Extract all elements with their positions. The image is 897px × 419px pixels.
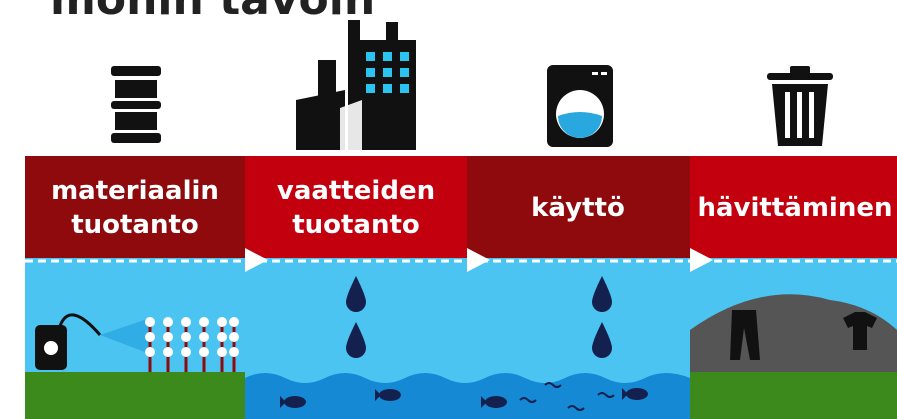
step-label: tuotanto [292,210,420,240]
ground [25,372,245,419]
step-label: tuotanto [71,210,199,240]
title: monin tavoin [50,0,375,25]
ground [690,372,897,419]
step-label: vaatteiden [277,176,435,206]
step-label: hävittäminen [698,193,893,223]
factory-icon [296,20,416,150]
step-label: käyttö [531,193,625,223]
trash-icon [767,66,833,146]
washing-machine-icon [547,65,613,147]
step-label: materiaalin [51,176,219,206]
barrel-icon [111,66,161,143]
infographic: monin tavoin [0,0,897,419]
